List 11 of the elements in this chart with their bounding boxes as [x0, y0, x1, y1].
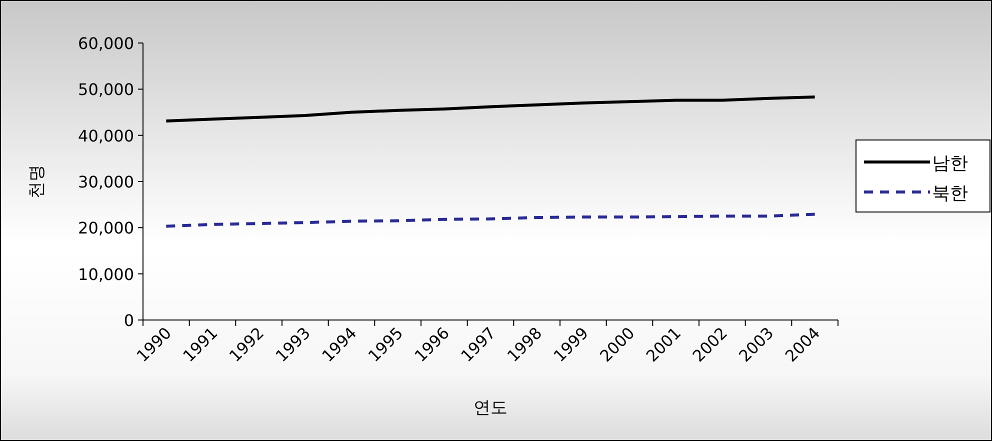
y-tick-label: 50,000 — [78, 80, 134, 100]
y-tick-label: 10,000 — [78, 264, 134, 284]
y-axis-title: 천명 — [27, 164, 47, 198]
x-axis-title: 연도 — [474, 398, 508, 418]
y-tick-label: 60,000 — [78, 34, 134, 53]
y-tick-label: 30,000 — [78, 172, 134, 192]
y-tick-label: 20,000 — [78, 218, 134, 238]
y-tick-label: 0 — [124, 311, 134, 330]
legend-label: 북한 — [932, 183, 968, 204]
legend-label: 남한 — [932, 153, 968, 174]
y-tick-label: 40,000 — [78, 126, 134, 146]
